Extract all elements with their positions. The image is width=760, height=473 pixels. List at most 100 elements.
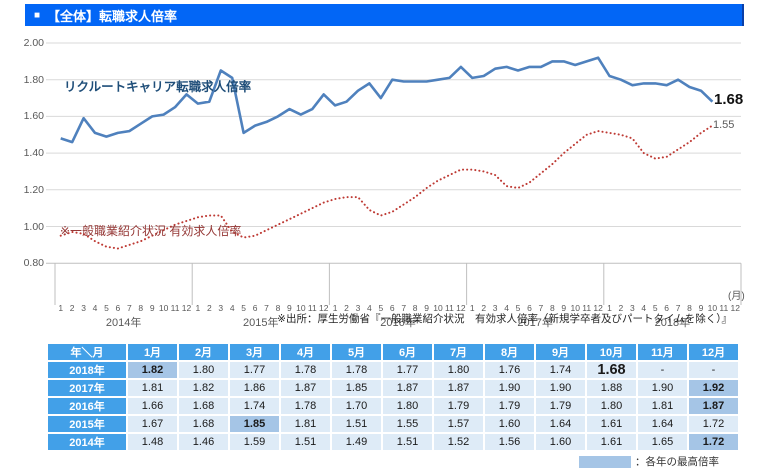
x-axis-month-tick: 9 [561,303,567,313]
table-value-cell: 1.85 [332,380,381,396]
x-axis-month-tick: 1 [469,303,475,313]
x-axis-month-tick: 10 [570,303,580,313]
table-value-cell: 1.74 [230,398,279,414]
x-axis: 1 2 3 4 5 6 7 8 9 10 11 12 2014年 1 2 3 4 5 6 7 8 9 10 11 12 2015年… [55,302,741,331]
table-month-header: 4月 [281,344,330,360]
table-year-cell: 2015年 [48,416,126,432]
x-axis-month-tick: 2 [344,303,349,313]
table-value-cell: 1.81 [128,380,177,396]
table-value-cell: 1.80 [179,362,228,378]
x-axis-month-tick: 3 [81,303,86,313]
x-axis-month-tick: 6 [389,303,395,313]
x-axis-month-tick: 8 [412,303,418,313]
x-axis-month-tick: 12 [456,303,466,313]
table-month-header: 8月 [485,344,534,360]
x-axis-month-tick: 6 [664,303,670,313]
table-year-cell: 2017年 [48,380,126,396]
x-axis-year-label: 2018年 [654,317,691,329]
x-axis-month-tick: 5 [652,303,658,313]
x-axis-year-label: 2017年 [517,317,553,329]
table-value-cell: 1.67 [128,416,177,432]
x-axis-month-tick: 8 [275,303,281,313]
legend-label: ：各年の最高倍率 [635,456,719,468]
table-value-cell: 1.86 [230,380,279,396]
max-value-legend: ：各年の最高倍率 [579,454,719,469]
x-axis-month-tick: 11 [582,303,592,313]
x-axis-month-tick: 2 [481,303,487,313]
section-title: 【全体】転職求人倍率 [47,8,178,24]
table-value-cell: 1.60 [536,434,585,450]
y-tick-label: 0.80 [23,257,44,270]
x-axis-month-tick: 1 [195,303,201,313]
table-month-header: 7月 [434,344,483,360]
x-axis-month-tick: 2 [618,303,624,313]
x-axis-month-tick: 1 [332,303,338,313]
y-tick-label: 2.00 [23,37,44,49]
last-value-recruit: 1.68 [714,91,744,108]
table-value-cell: 1.51 [332,416,381,432]
x-axis-month-tick: 3 [629,303,635,313]
x-axis-month-tick: 10 [433,303,443,313]
x-axis-month-tick: 11 [170,303,180,313]
table-value-cell: 1.64 [638,416,687,432]
table-value-cell: 1.51 [281,434,330,450]
table-value-cell: 1.87 [281,380,330,396]
x-axis-month-tick: 6 [115,303,121,313]
table-value-cell: 1.78 [281,398,330,414]
x-axis-month-tick: 6 [527,303,532,313]
x-axis-month-tick: 7 [675,303,681,313]
table-row: 2017年 1.81 1.82 1.86 1.87 1.85 1.87 1.87 1.90 1.9… [48,380,738,396]
y-tick-label: 1.20 [23,183,44,196]
table-value-cell: 1.55 [383,416,432,432]
x-axis-month-tick: 4 [504,303,509,313]
table-value-cell: 1.76 [485,362,534,378]
x-axis-month-tick: 9 [698,303,704,313]
x-axis-month-tick: 8 [687,303,692,313]
table-value-cell: 1.64 [536,416,585,432]
y-tick-label: 1.80 [23,73,44,86]
table-value-cell: 1.87 [434,380,483,396]
x-axis-month-tick: 10 [296,303,306,313]
x-axis-month-tick: 2 [206,303,212,313]
x-axis-month-tick: 4 [92,303,98,313]
table-value-cell: 1.65 [638,434,687,450]
y-tick-label: 1.40 [23,147,44,160]
table-year-cell: 2014年 [48,434,126,450]
series-label-recruit: リクルートキャリア転職求人倍率 [64,80,252,94]
last-value-mhlw: 1.55 [713,119,735,131]
table-row: 2015年 1.67 1.68 1.85 1.81 1.51 1.55 1.57 1.60 1.6… [48,416,738,432]
table-value-cell: 1.77 [383,362,432,378]
table-month-header: 6月 [383,344,432,360]
table-value-cell: 1.68 [179,398,228,414]
y-tick-label: 1.00 [23,220,44,233]
table-value-cell: 1.87 [689,398,738,414]
table-value-cell: 1.82 [179,380,228,396]
month-unit-label: (月) [728,291,745,302]
x-axis-month-tick: 11 [719,303,729,313]
table-value-cell: 1.78 [332,362,381,378]
table-month-header: 2月 [179,344,228,360]
x-axis-month-tick: 9 [287,303,292,313]
line-chart [46,42,742,305]
source-note: ※出所：厚生労働省『一般職業紹介状況 有効求人倍率（新規学卒者及びパートタイムを… [277,313,732,325]
table-month-header: 12月 [689,344,738,360]
legend-swatch [579,455,631,468]
x-axis-month-tick: 7 [264,303,269,313]
x-axis-month-tick: 10 [707,303,718,313]
table-value-cell: 1.77 [230,362,279,378]
table-month-header: 3月 [230,344,279,360]
x-axis-month-tick: 8 [549,303,555,313]
x-axis-month-tick: 7 [126,303,132,313]
table-value-cell: - [689,362,738,378]
table-year-cell: 2018年 [48,362,126,378]
x-axis-month-tick: 2 [69,303,75,313]
x-axis-month-tick: 5 [104,303,109,313]
table-value-cell: 1.72 [689,434,738,450]
table-value-cell: 1.59 [230,434,279,450]
series-label-mhlw: ※一般職業紹介状況 有効求人倍率 [60,224,242,238]
table-row: 2018年 1.82 1.80 1.77 1.78 1.78 1.77 1.80 1.76 1.7… [48,362,738,378]
x-axis-month-tick: 9 [149,303,155,313]
x-axis-year-group: 1 2 3 4 5 6 7 8 9 10 11 12 2016年 [329,302,466,331]
table-value-cell: 1.92 [689,380,738,396]
